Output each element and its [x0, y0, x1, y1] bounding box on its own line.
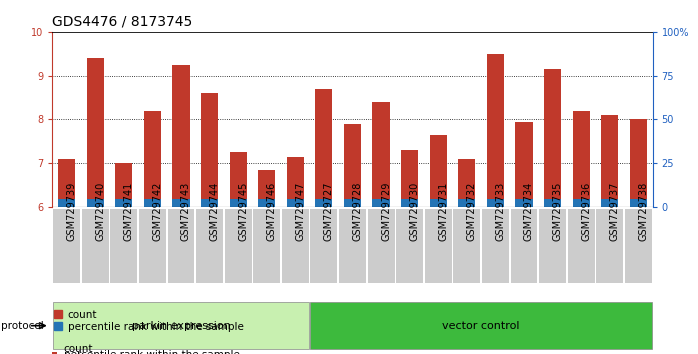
Bar: [115, 163, 133, 207]
Bar: [544, 69, 561, 207]
Text: GSM729745: GSM729745: [238, 181, 248, 241]
Bar: [201, 199, 218, 207]
Text: GSM729738: GSM729738: [639, 181, 648, 240]
Text: percentile rank within the sample: percentile rank within the sample: [64, 350, 239, 354]
Bar: [487, 54, 504, 207]
Bar: [230, 199, 246, 207]
Bar: [258, 199, 275, 207]
Bar: [82, 209, 109, 283]
Bar: [601, 199, 618, 207]
Text: GSM729727: GSM729727: [324, 181, 334, 241]
Text: GSM729730: GSM729730: [410, 181, 419, 240]
Bar: [401, 150, 418, 207]
Bar: [196, 209, 223, 283]
Text: GSM729737: GSM729737: [610, 181, 620, 241]
Text: GSM729736: GSM729736: [581, 181, 591, 240]
Bar: [58, 199, 75, 207]
Bar: [539, 209, 566, 283]
Text: GSM729729: GSM729729: [381, 181, 391, 241]
Bar: [459, 199, 475, 207]
Bar: [515, 122, 533, 207]
Bar: [344, 199, 361, 207]
Bar: [454, 209, 480, 283]
Bar: [282, 209, 309, 283]
Bar: [596, 209, 623, 283]
Bar: [287, 157, 304, 207]
Text: protocol: protocol: [1, 321, 44, 331]
Bar: [567, 209, 595, 283]
Bar: [230, 152, 246, 207]
Bar: [315, 199, 332, 207]
Text: GDS4476 / 8173745: GDS4476 / 8173745: [52, 14, 193, 28]
Bar: [482, 209, 509, 283]
Bar: [258, 170, 275, 207]
Text: GSM729743: GSM729743: [181, 181, 191, 240]
Text: GSM729742: GSM729742: [152, 181, 163, 241]
Text: GSM729739: GSM729739: [66, 181, 77, 240]
Bar: [368, 209, 394, 283]
Bar: [115, 199, 133, 207]
Bar: [253, 209, 280, 283]
Legend: count, percentile rank within the sample: count, percentile rank within the sample: [54, 310, 244, 332]
Bar: [172, 65, 190, 207]
Bar: [373, 199, 389, 207]
Bar: [373, 102, 389, 207]
Bar: [344, 124, 361, 207]
Text: count: count: [64, 344, 93, 354]
Text: GSM729741: GSM729741: [124, 181, 134, 240]
Text: GSM729746: GSM729746: [267, 181, 276, 240]
Bar: [487, 199, 504, 207]
Bar: [225, 209, 251, 283]
Text: GSM729735: GSM729735: [553, 181, 563, 241]
FancyBboxPatch shape: [53, 302, 309, 349]
Bar: [401, 199, 418, 207]
Bar: [172, 199, 190, 207]
Bar: [425, 209, 452, 283]
Bar: [515, 199, 533, 207]
Bar: [144, 111, 161, 207]
Text: GSM729732: GSM729732: [467, 181, 477, 241]
Text: GSM729731: GSM729731: [438, 181, 448, 240]
Bar: [201, 93, 218, 207]
Text: GSM729734: GSM729734: [524, 181, 534, 240]
Bar: [430, 135, 447, 207]
Bar: [630, 120, 647, 207]
Bar: [58, 159, 75, 207]
FancyBboxPatch shape: [310, 302, 652, 349]
Bar: [315, 89, 332, 207]
Bar: [430, 199, 447, 207]
Bar: [168, 209, 195, 283]
Text: vector control: vector control: [443, 321, 520, 331]
Bar: [287, 199, 304, 207]
Bar: [110, 209, 138, 283]
Bar: [339, 209, 366, 283]
Bar: [144, 199, 161, 207]
Bar: [625, 209, 652, 283]
Bar: [572, 111, 590, 207]
Text: GSM729744: GSM729744: [209, 181, 220, 240]
Text: GSM729740: GSM729740: [95, 181, 105, 240]
Bar: [139, 209, 166, 283]
Bar: [630, 199, 647, 207]
Text: GSM729747: GSM729747: [295, 181, 305, 241]
Bar: [87, 199, 104, 207]
Bar: [459, 159, 475, 207]
Text: GSM729733: GSM729733: [496, 181, 505, 240]
Text: GSM729728: GSM729728: [352, 181, 362, 241]
Bar: [601, 115, 618, 207]
Bar: [53, 209, 80, 283]
Bar: [572, 199, 590, 207]
Bar: [544, 199, 561, 207]
Text: parkin expression: parkin expression: [132, 321, 230, 331]
Bar: [87, 58, 104, 207]
Bar: [396, 209, 423, 283]
Bar: [510, 209, 537, 283]
Bar: [311, 209, 337, 283]
